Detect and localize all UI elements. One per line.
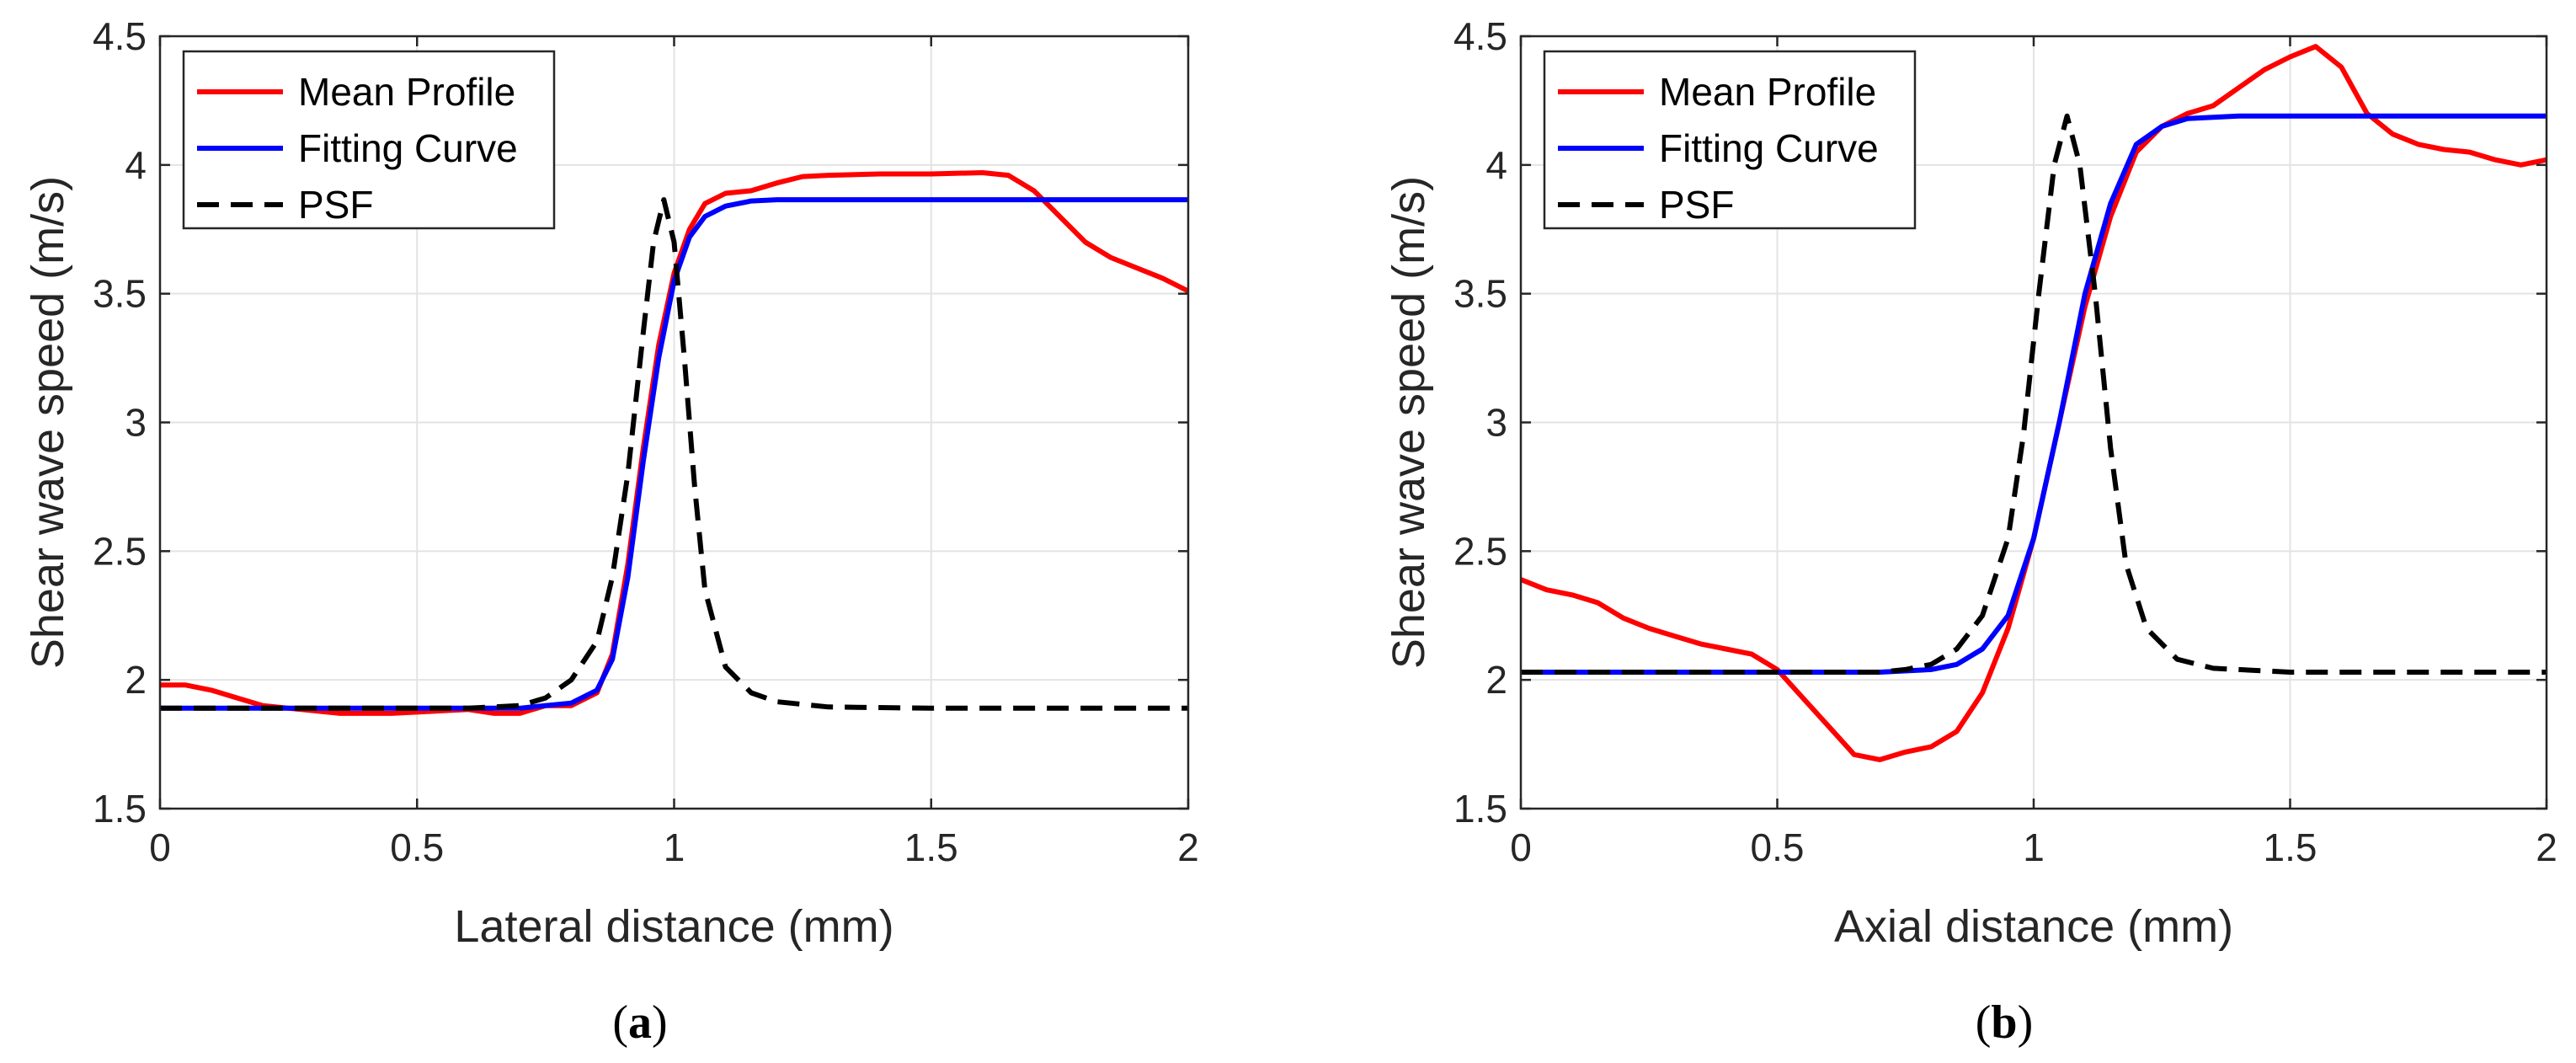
series-line-fitting-curve bbox=[1521, 113, 2547, 675]
legend-box bbox=[182, 50, 556, 230]
x-tick-label: 1 bbox=[664, 825, 685, 869]
series-group bbox=[1521, 44, 2547, 762]
x-tick-label: 2 bbox=[2536, 825, 2557, 869]
y-tick-label: 3.5 bbox=[93, 272, 147, 316]
y-axis-label: Shear wave speed (m/s) bbox=[23, 176, 73, 669]
y-tick-label: 4 bbox=[1485, 143, 1507, 187]
y-tick-label: 3 bbox=[125, 401, 147, 445]
caption-close-paren: ) bbox=[652, 996, 668, 1049]
chart-panel-a: 0 0.5 1 1.5 2 1.5 2 2.5 3 3.5 4 4.5 Lateral distance… bbox=[23, 14, 1199, 1049]
x-tick-label: 0 bbox=[149, 825, 171, 869]
legend-entry-label: PSF bbox=[298, 183, 373, 227]
y-tick-label: 4.5 bbox=[1453, 14, 1507, 58]
x-axis-label: Axial distance (mm) bbox=[1834, 901, 2233, 952]
y-tick-label: 4.5 bbox=[93, 14, 147, 58]
legend-box bbox=[1543, 50, 1917, 230]
legend-entry-label: Fitting Curve bbox=[298, 126, 518, 170]
y-tick-label: 2 bbox=[125, 658, 147, 702]
x-axis-label: Lateral distance (mm) bbox=[454, 901, 893, 952]
series-line-psf bbox=[160, 197, 1188, 711]
y-tick-label: 4 bbox=[125, 143, 147, 187]
caption-letter: a bbox=[628, 996, 652, 1049]
x-tick-label: 0.5 bbox=[1751, 825, 1805, 869]
chart-panel-b: 0 0.5 1 1.5 2 1.5 2 2.5 3 3.5 4 4.5 Axial distance (… bbox=[1384, 14, 2557, 1049]
x-tick-label: 1.5 bbox=[904, 825, 958, 869]
legend-entry-label: Mean Profile bbox=[298, 70, 515, 114]
caption-letter: b bbox=[1991, 996, 2017, 1049]
series-group bbox=[160, 170, 1188, 716]
caption-open-paren: ( bbox=[612, 996, 628, 1049]
legend-entry-label: Fitting Curve bbox=[1659, 126, 1879, 170]
y-tick-label: 2 bbox=[1485, 658, 1507, 702]
series-line-psf bbox=[1521, 113, 2547, 675]
y-tick-label: 3.5 bbox=[1453, 272, 1507, 316]
legend: Mean Profile Fitting Curve PSF bbox=[182, 50, 556, 230]
y-axis-label: Shear wave speed (m/s) bbox=[1384, 176, 1434, 669]
y-tick-label: 3 bbox=[1485, 401, 1507, 445]
y-tick-label: 1.5 bbox=[1453, 787, 1507, 831]
caption-close-paren: ) bbox=[2018, 996, 2034, 1049]
legend-entry-label: PSF bbox=[1659, 183, 1734, 227]
y-tick-label: 1.5 bbox=[93, 787, 147, 831]
caption-open-paren: ( bbox=[1976, 996, 1992, 1049]
series-line-fitting-curve bbox=[160, 197, 1188, 711]
legend: Mean Profile Fitting Curve PSF bbox=[1543, 50, 1917, 230]
x-tick-label: 1.5 bbox=[2264, 825, 2317, 869]
x-tick-label: 2 bbox=[1177, 825, 1199, 869]
subfigure-caption: (b) bbox=[1976, 996, 2033, 1049]
x-tick-label: 0.5 bbox=[390, 825, 444, 869]
legend-entry-label: Mean Profile bbox=[1659, 70, 1876, 114]
subfigure-caption: (a) bbox=[612, 996, 667, 1049]
x-tick-label: 1 bbox=[2023, 825, 2045, 869]
y-tick-label: 2.5 bbox=[93, 529, 147, 573]
y-tick-label: 2.5 bbox=[1453, 529, 1507, 573]
x-tick-label: 0 bbox=[1510, 825, 1532, 869]
